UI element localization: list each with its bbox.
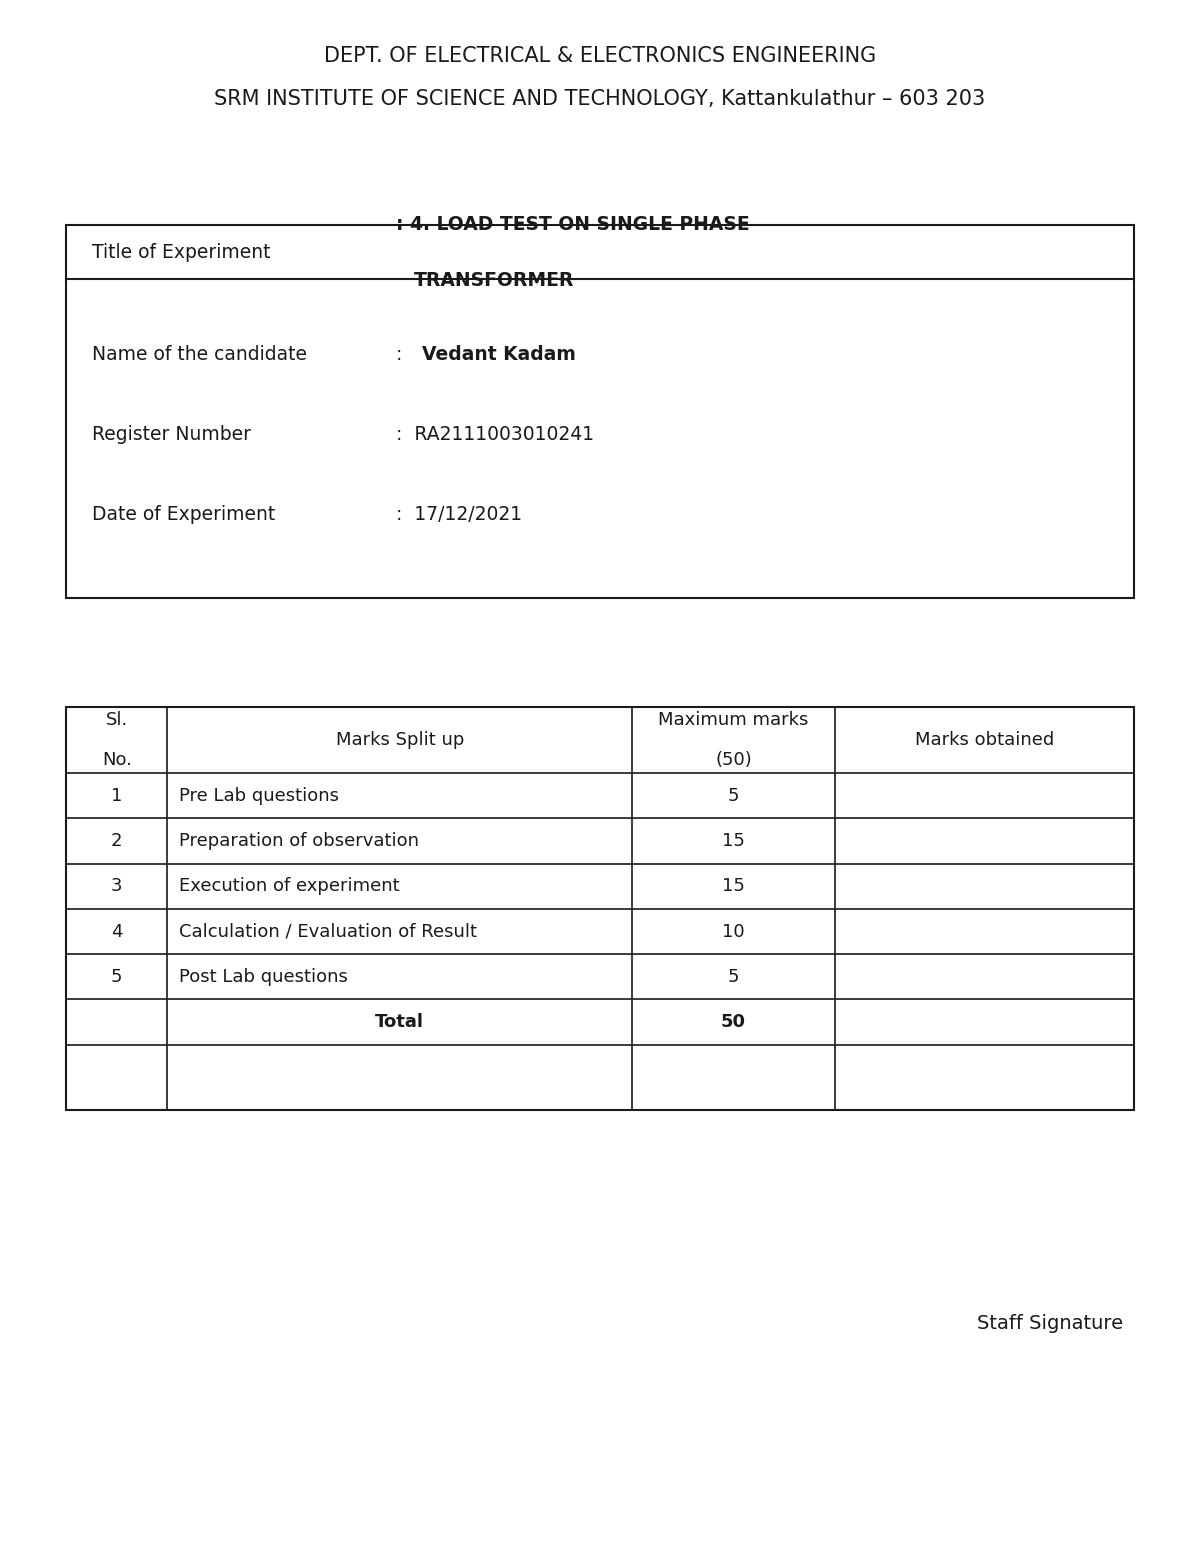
Text: Post Lab questions: Post Lab questions: [180, 968, 348, 986]
Text: :  RA2111003010241: : RA2111003010241: [396, 426, 594, 444]
Text: Sl.: Sl.: [106, 711, 128, 728]
Text: 5: 5: [110, 968, 122, 986]
Text: : 4. LOAD TEST ON SINGLE PHASE: : 4. LOAD TEST ON SINGLE PHASE: [396, 214, 750, 235]
Text: 3: 3: [110, 877, 122, 895]
Text: :: :: [396, 345, 414, 365]
Text: 4: 4: [110, 922, 122, 941]
Text: TRANSFORMER: TRANSFORMER: [414, 270, 575, 290]
Text: Date of Experiment: Date of Experiment: [92, 505, 276, 523]
Text: Staff Signature: Staff Signature: [977, 1314, 1123, 1332]
Text: Vedant Kadam: Vedant Kadam: [422, 345, 576, 365]
Text: :  17/12/2021: : 17/12/2021: [396, 505, 522, 523]
Text: DEPT. OF ELECTRICAL & ELECTRONICS ENGINEERING: DEPT. OF ELECTRICAL & ELECTRONICS ENGINE…: [324, 47, 876, 65]
Text: 10: 10: [722, 922, 745, 941]
Text: (50): (50): [715, 752, 752, 769]
Text: Maximum marks: Maximum marks: [659, 711, 809, 728]
Text: Marks Split up: Marks Split up: [336, 731, 464, 749]
Text: Register Number: Register Number: [92, 426, 252, 444]
Text: 2: 2: [110, 832, 122, 849]
Text: 50: 50: [721, 1013, 746, 1031]
Text: 5: 5: [727, 787, 739, 804]
Bar: [66, 225, 1134, 598]
Text: 5: 5: [727, 968, 739, 986]
Text: 1: 1: [112, 787, 122, 804]
Text: No.: No.: [102, 752, 132, 769]
Text: Calculation / Evaluation of Result: Calculation / Evaluation of Result: [180, 922, 478, 941]
Text: SRM INSTITUTE OF SCIENCE AND TECHNOLOGY, Kattankulathur – 603 203: SRM INSTITUTE OF SCIENCE AND TECHNOLOGY,…: [215, 90, 985, 109]
Bar: [66, 707, 1134, 1110]
Text: Execution of experiment: Execution of experiment: [180, 877, 400, 895]
Text: Total: Total: [376, 1013, 425, 1031]
Text: 15: 15: [722, 832, 745, 849]
Text: 15: 15: [722, 877, 745, 895]
Text: Preparation of observation: Preparation of observation: [180, 832, 420, 849]
Text: Name of the candidate: Name of the candidate: [92, 345, 307, 365]
Text: Pre Lab questions: Pre Lab questions: [180, 787, 340, 804]
Text: Marks obtained: Marks obtained: [914, 731, 1054, 749]
Text: Title of Experiment: Title of Experiment: [92, 242, 271, 262]
